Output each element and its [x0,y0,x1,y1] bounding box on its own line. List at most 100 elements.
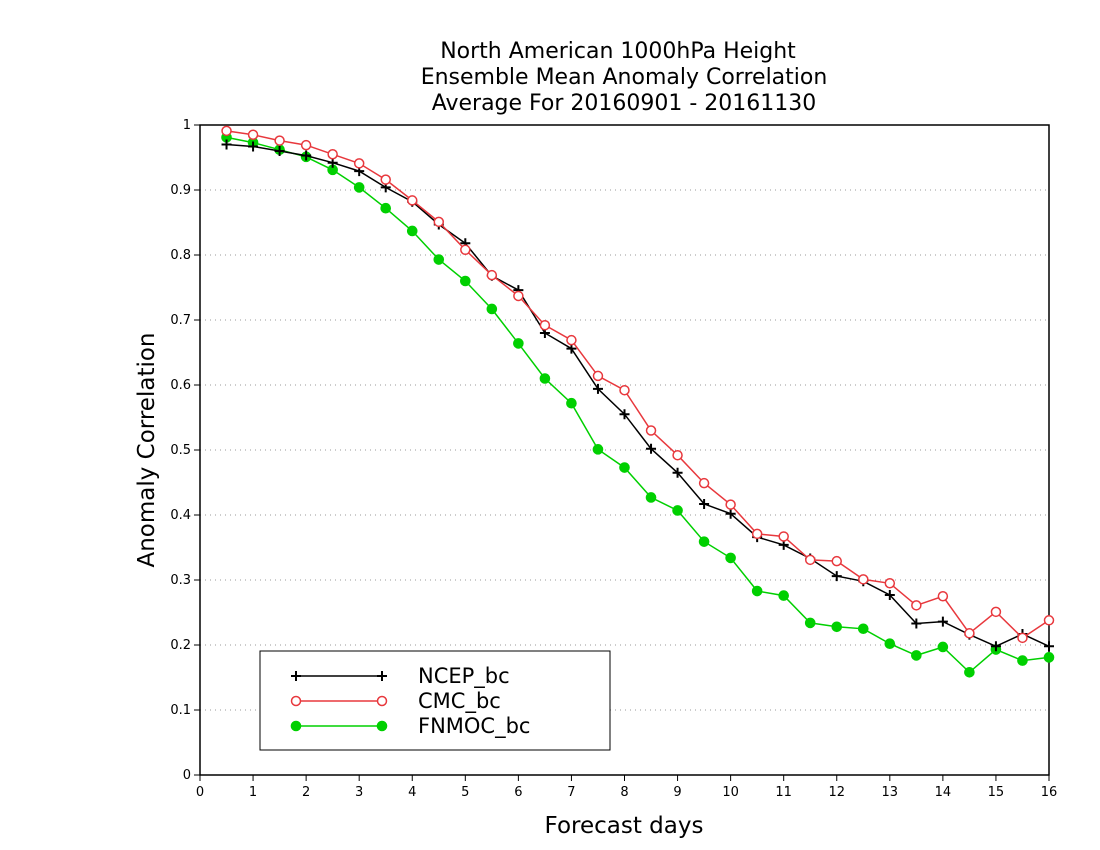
open-circle-marker [725,499,736,510]
plus-marker [831,571,842,582]
plus-marker [274,146,285,156]
filled-circle-marker [433,254,445,265]
open-circle-marker [937,591,949,602]
open-circle-marker [376,695,388,707]
open-circle-marker [884,578,896,589]
legend-label: FNMOC_bc [418,714,530,739]
data-series [221,125,1055,678]
x-tick-label: 6 [514,785,522,800]
y-tick-label: 0.6 [170,378,191,393]
plus-marker [911,618,922,629]
x-tick-label: 16 [1041,785,1058,800]
open-circle-marker [1017,632,1028,644]
filled-circle-marker [406,225,418,237]
open-circle-marker [380,174,391,185]
filled-circle-marker [751,585,763,597]
open-circle-marker [645,425,657,436]
plus-marker [725,508,736,519]
plus-marker [884,589,895,600]
series-cmc-bc [221,125,1055,644]
open-circle-marker [300,139,312,151]
y-axis: 0 0.1 0.2 0.3 0.4 0.5 0.6 0.7 0.8 0.9 1 [170,118,200,783]
x-tick-label: 14 [935,785,952,800]
x-tick-label: 1 [249,785,257,800]
filled-circle-marker [698,536,710,547]
filled-circle-marker [376,720,388,732]
plus-marker [301,150,312,161]
filled-circle-marker [937,641,949,653]
series-ncep-bc [221,139,1054,652]
open-circle-marker [460,244,471,256]
y-tick-label: 0.1 [170,703,191,718]
filled-circle-marker [831,621,843,633]
legend-entry-ncep-bc: NCEP_bc [291,664,510,689]
open-circle-marker [1043,615,1055,626]
y-tick-label: 1 [183,118,191,133]
title-line-2: Ensemble Mean Anomaly Correlation [421,65,828,90]
x-axis-title: Forecast days [545,813,704,839]
x-axis: 0 1 2 3 4 5 6 7 8 9 10 11 12 13 14 15 16 [196,775,1057,800]
series-fnmoc-bc [221,132,1055,678]
filled-circle-marker [778,590,789,601]
open-circle-marker [778,531,789,542]
y-tick-label: 0.7 [170,313,191,328]
open-circle-marker [513,290,524,302]
open-circle-marker [566,334,577,346]
plus-marker [990,641,1001,652]
open-circle-marker [698,477,710,489]
filled-circle-marker [804,617,816,629]
y-tick-label: 0.5 [170,443,191,458]
plus-marker [221,139,232,150]
open-circle-marker [619,384,630,396]
filled-circle-marker [380,202,392,214]
filled-circle-marker [857,623,869,635]
filled-circle-marker [513,338,524,349]
legend-label: NCEP_bc [418,664,510,689]
series-line-cmc-bc [226,130,1050,639]
series-line-fnmoc-bc [226,136,1050,674]
filled-circle-marker [964,667,975,678]
y-tick-label: 0.8 [170,248,191,263]
x-tick-label: 8 [620,785,628,800]
x-tick-label: 15 [988,785,1005,800]
open-circle-marker [804,554,816,566]
x-tick-label: 4 [408,785,416,800]
filled-circle-marker [1043,652,1055,663]
chart-title: North American 1000hPa Height Ensemble M… [421,39,828,116]
open-circle-marker [290,695,302,707]
open-circle-marker [672,449,683,461]
open-circle-marker [407,195,418,206]
x-tick-label: 13 [882,785,899,800]
plus-marker [377,671,387,681]
filled-circle-marker [619,462,630,473]
legend-label: CMC_bc [418,689,501,714]
x-tick-label: 12 [828,785,845,800]
x-tick-label: 3 [355,785,363,800]
plus-marker [646,443,657,454]
plus-marker [937,616,948,627]
x-tick-label: 5 [461,785,469,800]
filled-circle-marker [592,444,604,455]
filled-circle-marker [1017,655,1028,666]
x-tick-label: 10 [722,785,739,800]
open-circle-marker [858,574,869,585]
series-line-ncep-bc [226,143,1050,648]
filled-circle-marker [566,397,577,409]
open-circle-marker [751,528,763,540]
open-circle-marker [831,555,842,567]
open-circle-marker [353,158,365,169]
open-circle-marker [539,319,551,331]
x-tick-label: 9 [673,785,681,800]
x-tick-label: 11 [775,785,792,800]
open-circle-marker [327,149,338,160]
plus-marker [291,671,301,681]
filled-circle-marker [290,720,302,732]
legend-entry-fnmoc-bc: FNMOC_bc [290,714,530,739]
open-circle-marker [274,135,285,146]
plus-marker [699,498,710,509]
open-circle-marker [592,370,604,382]
plus-marker [619,409,630,420]
